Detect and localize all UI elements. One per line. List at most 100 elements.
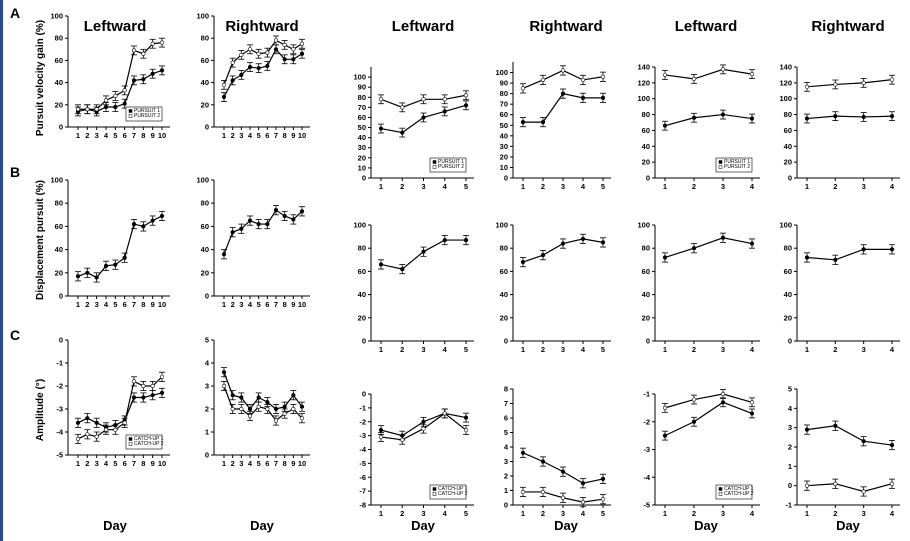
panel-title: Leftward [675, 18, 738, 35]
panel-c4: 0 1 2 3 4 5 6 7 8 1 2 3 4 5 [504, 385, 611, 518]
data-point [291, 217, 296, 222]
data-point [103, 98, 109, 103]
y-tick-label: 2 [504, 472, 508, 481]
x-tick-label: 4 [104, 131, 109, 140]
x-tick-label: 3 [95, 300, 99, 309]
y-tick-label: 40 [358, 133, 366, 142]
data-point [889, 442, 895, 448]
legend-box [429, 484, 467, 500]
y-tick-label: 40 [358, 290, 366, 299]
data-point [804, 255, 810, 260]
x-tick-label: 9 [291, 459, 295, 468]
data-point [85, 107, 90, 112]
data-point [265, 50, 270, 55]
x-tick-label: 2 [692, 509, 696, 518]
y-tick-label: 50 [358, 123, 366, 132]
y-tick-label: 70 [500, 100, 508, 109]
x-tick-label: 1 [379, 182, 383, 191]
x-tick-label: 5 [257, 300, 261, 309]
data-point [230, 78, 235, 83]
data-point [378, 126, 384, 131]
y-tick-label: 0 [504, 174, 508, 183]
series-line [223, 209, 303, 255]
y-tick-label: 0 [788, 174, 792, 183]
data-point [662, 72, 668, 78]
x-tick-label: 2 [85, 300, 89, 309]
x-tick-label: 5 [113, 300, 117, 309]
data-point [299, 416, 305, 421]
y-tick-label: -1 [643, 390, 650, 399]
data-point [580, 77, 586, 83]
y-tick-label: 40 [201, 245, 209, 254]
data-point [75, 436, 81, 442]
y-label-a: Pursuit velocity gain (%) [35, 20, 46, 136]
x-tick-label: 7 [132, 131, 136, 140]
data-point [273, 406, 279, 412]
x-tick-label: 9 [151, 459, 155, 468]
x-tick-label: 7 [274, 459, 278, 468]
data-point [662, 405, 668, 410]
data-point [833, 423, 838, 428]
data-point [720, 400, 726, 405]
x-tick-label: 1 [521, 509, 525, 518]
data-point [560, 241, 566, 246]
x-tick-label: 1 [805, 345, 809, 354]
y-tick-label: 30 [500, 142, 508, 151]
y-tick-label: 100 [779, 94, 792, 103]
data-point [265, 221, 270, 227]
y-tick-label: 5 [788, 385, 792, 394]
x-tick-label: 1 [805, 182, 809, 191]
data-point [804, 116, 810, 121]
data-point [150, 393, 155, 398]
data-point [861, 80, 866, 85]
y-tick-label: 0 [504, 337, 508, 346]
y-tick-label: -5 [56, 451, 63, 460]
data-point [94, 434, 99, 439]
data-point [720, 391, 726, 397]
data-point [600, 74, 606, 79]
x-tick-label: 6 [123, 300, 127, 309]
panel-b1: 0 20 40 60 80 100 1 2 3 4 5 6 7 8 9 10 [50, 176, 170, 309]
y-tick-label: 140 [779, 63, 792, 72]
data-point [159, 68, 165, 73]
series-line [806, 425, 893, 446]
x-tick-label: 5 [464, 182, 468, 191]
y-tick-label: 0 [59, 123, 63, 132]
legend-label: CATCH-UP 1 [724, 486, 754, 492]
data-point [749, 72, 755, 77]
x-tick-label: 4 [248, 131, 253, 140]
y-tick-label: 100 [495, 68, 508, 77]
row-label-c: C [10, 327, 20, 343]
y-tick-label: 40 [201, 78, 209, 87]
panel-title: Rightward [225, 18, 298, 35]
x-tick-label: 3 [561, 182, 565, 191]
series-line [77, 69, 163, 113]
x-tick-label: 2 [231, 459, 235, 468]
row-label-b: B [10, 164, 20, 180]
data-point [247, 64, 253, 70]
x-tick-label: 8 [283, 300, 287, 309]
x-tick-label: 5 [601, 345, 605, 354]
x-tick-label: 5 [257, 131, 261, 140]
data-point [273, 38, 279, 43]
x-tick-label: 10 [158, 300, 166, 309]
data-point [378, 97, 384, 102]
x-tick-label: 2 [833, 509, 837, 518]
panel-c3: -8 -7 -6 -5 -4 -3 -2 -1 0 1 2 3 4 5 CATCH-UP 1CATCH-UP… [359, 390, 474, 518]
y-tick-label: 60 [500, 267, 508, 276]
legend-marker [128, 442, 133, 446]
data-point [463, 415, 469, 420]
data-point [282, 411, 287, 416]
legend-marker [432, 165, 437, 169]
x-tick-label: 2 [85, 131, 89, 140]
x-label-day-6: Day [836, 518, 861, 533]
y-tick-label: 0 [205, 292, 209, 301]
y-tick-label: 1 [788, 462, 792, 471]
data-point [520, 489, 526, 495]
data-point [282, 404, 287, 409]
x-label-day-3: Day [411, 518, 436, 533]
x-tick-label: 9 [291, 131, 295, 140]
data-point [749, 116, 755, 121]
y-tick-label: 60 [358, 113, 366, 122]
panel-b2: 0 20 40 60 80 100 1 2 3 4 5 6 7 8 9 10 [196, 176, 310, 309]
